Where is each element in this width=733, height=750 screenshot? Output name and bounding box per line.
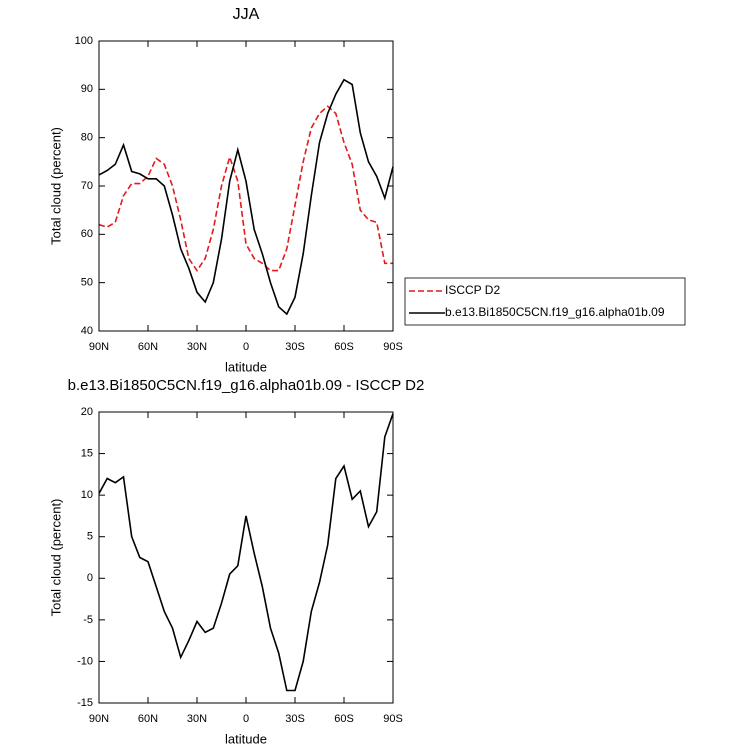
x-tick-label: 30N: [187, 341, 207, 353]
y-tick-label: 50: [81, 277, 93, 289]
x-tick-label: 90N: [89, 341, 109, 353]
y-tick-label: 100: [75, 35, 93, 47]
y-tick-label: 90: [81, 83, 93, 95]
x-axis-label: latitude: [225, 359, 267, 374]
x-tick-label: 60S: [334, 713, 354, 725]
series-line: [98, 78, 394, 316]
legend-box: [404, 277, 686, 326]
x-tick-label: 30S: [285, 713, 305, 725]
y-tick-label: -15: [77, 697, 93, 709]
x-tick-label: 0: [243, 341, 249, 353]
y-axis-label: Total cloud (percent): [48, 499, 63, 617]
x-tick-label: 60S: [334, 341, 354, 353]
legend-label: ISCCP D2: [445, 283, 500, 297]
y-tick-label: 60: [81, 228, 93, 240]
plot-frame: [98, 411, 394, 704]
x-axis-label: latitude: [225, 731, 267, 746]
x-tick-label: 90N: [89, 713, 109, 725]
x-tick-label: 90S: [383, 713, 403, 725]
y-axis-label: Total cloud (percent): [48, 127, 63, 245]
x-tick-label: 90S: [383, 341, 403, 353]
series-line: [98, 105, 393, 273]
chart-title: JJA: [233, 6, 260, 23]
y-tick-label: 70: [81, 180, 93, 192]
y-tick-label: 15: [81, 447, 93, 459]
y-tick-label: 10: [81, 489, 93, 501]
x-tick-label: 30N: [187, 713, 207, 725]
y-tick-label: 5: [87, 531, 93, 543]
y-tick-label: 40: [81, 325, 93, 337]
y-tick-label: -5: [83, 614, 93, 626]
plot-frame: [98, 40, 394, 332]
x-tick-label: 60N: [138, 341, 158, 353]
y-tick-label: 80: [81, 132, 93, 144]
y-tick-label: -10: [77, 655, 93, 667]
chart-title: b.e13.Bi1850C5CN.f19_g16.alpha01b.09 - I…: [68, 377, 425, 394]
y-tick-label: 20: [81, 406, 93, 418]
x-tick-label: 0: [243, 713, 249, 725]
legend-label: b.e13.Bi1850C5CN.f19_g16.alpha01b.09: [445, 305, 665, 319]
y-tick-label: 0: [87, 572, 93, 584]
series-line: [98, 413, 394, 692]
x-tick-label: 30S: [285, 341, 305, 353]
x-tick-label: 60N: [138, 713, 158, 725]
